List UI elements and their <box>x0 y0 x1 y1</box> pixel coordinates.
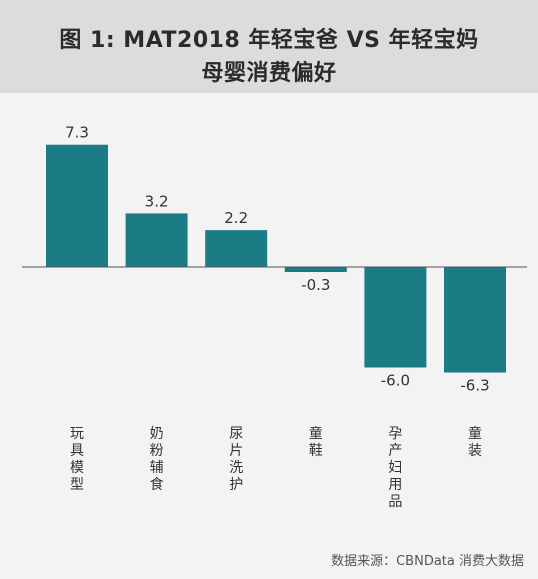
title-band: 图 1: MAT2018 年轻宝爸 VS 年轻宝妈 母婴消费偏好 <box>0 0 538 93</box>
category-label-2: 尿片洗护 <box>229 426 243 493</box>
category-label-0: 玩具模型 <box>70 426 84 493</box>
bar-chart: 7.3 玩具模型 3.2 奶粉辅食 2.2 尿片洗护 -0.3 童鞋 -6.0 孕产妇用品 -6.3… <box>22 124 527 510</box>
value-label-5: -6.3 <box>460 377 489 395</box>
chart-subtitle: 母婴消费偏好 <box>201 61 337 86</box>
bar-3 <box>284 267 347 273</box>
chart-title: 图 1: MAT2018 年轻宝爸 VS 年轻宝妈 <box>59 28 479 53</box>
bar-5 <box>444 267 506 373</box>
value-label-1: 3.2 <box>145 192 169 210</box>
category-label-5: 童装 <box>468 425 482 459</box>
value-label-4: -6.0 <box>381 372 410 390</box>
value-label-2: 2.2 <box>224 209 248 227</box>
category-label-1: 奶粉辅食 <box>150 426 164 493</box>
category-label-3: 童鞋 <box>309 425 323 459</box>
category-label-4: 孕产妇用品 <box>388 426 402 510</box>
bar-4 <box>364 267 427 368</box>
bar-1 <box>125 213 188 267</box>
bar-2 <box>205 230 268 267</box>
bar-0 <box>46 144 108 267</box>
value-label-3: -0.3 <box>301 276 330 294</box>
data-source: 数据来源：CBNData 消费大数据 <box>331 554 524 569</box>
value-label-0: 7.3 <box>65 124 89 142</box>
